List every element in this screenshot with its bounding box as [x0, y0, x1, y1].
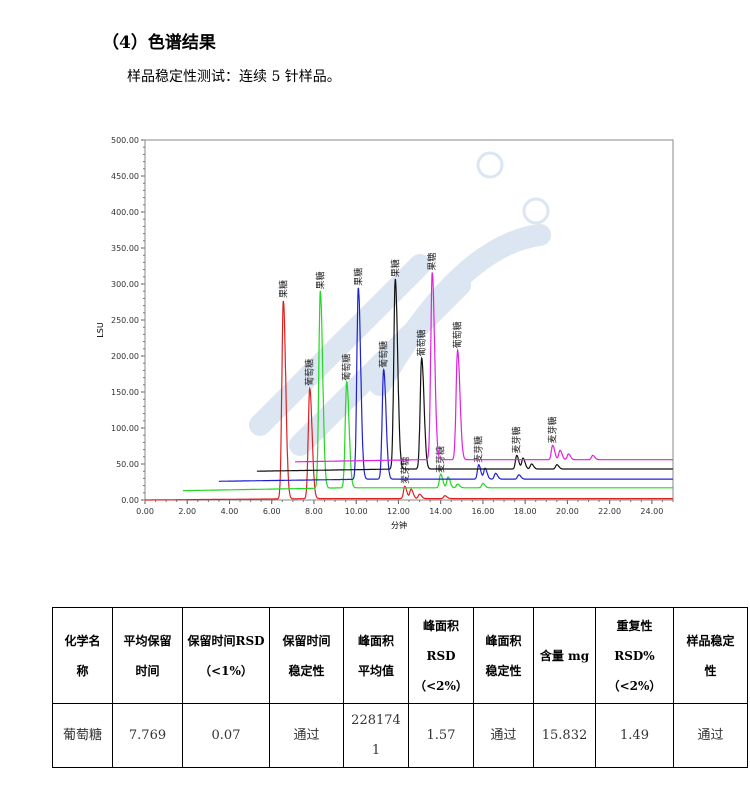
peak-label: 果糖 — [314, 271, 326, 289]
x-tick-label: 10.00 — [345, 507, 368, 516]
y-tick-label: 400.00 — [111, 208, 139, 217]
watermark-registered-mark — [522, 197, 550, 225]
table-cell: 7.769 — [112, 703, 183, 768]
x-tick-label: 24.00 — [640, 507, 663, 516]
column-header: 样品稳定性 — [673, 607, 748, 704]
column-header: 含量 mg — [533, 607, 596, 704]
table-cell: 葡萄糖 — [52, 703, 113, 768]
x-tick-label: 8.00 — [305, 507, 323, 516]
table-row: 葡萄糖 7.769 0.07 通过 228174 1 1.57 通过 15.832 1.49 通过 — [52, 703, 748, 768]
x-tick-label: 0.00 — [136, 507, 154, 516]
results-table: 化学名称平均保留 时间 保留时间RSD （<1%） 保留时间 稳定性 峰面积 平均值 峰面积 RS… — [52, 607, 748, 768]
x-tick-label: 6.00 — [263, 507, 281, 516]
x-axis-label: 分钟 — [391, 520, 407, 530]
chromatogram-chart: 0.00 50.00 100.00 150.00 200.00 250.00 300.00 3… — [96, 136, 674, 530]
table-cell: 通过 — [269, 703, 344, 768]
peak-label: 葡萄糖 — [304, 359, 316, 386]
trace-3 — [218, 287, 673, 482]
x-tick-label: 22.00 — [598, 507, 621, 516]
trace-2 — [183, 290, 673, 492]
table-header-row: 化学名称平均保留 时间 保留时间RSD （<1%） 保留时间 稳定性 峰面积 平均值 峰面积 RS… — [52, 607, 748, 704]
table-cell: 1.49 — [595, 703, 674, 768]
column-header: 重复性 RSD% （<2%） — [595, 607, 674, 704]
y-tick-label: 350.00 — [111, 244, 139, 253]
peak-label: 果糖 — [389, 259, 401, 277]
x-tick-label: 4.00 — [221, 507, 239, 516]
y-tick-label: 150.00 — [111, 388, 139, 397]
y-tick-label: 500.00 — [111, 136, 139, 145]
y-tick-label: 300.00 — [111, 280, 139, 289]
table-cell: 通过 — [673, 703, 748, 768]
x-tick-label: 18.00 — [514, 507, 537, 516]
peak-label: 麦芽糖 — [547, 416, 559, 443]
x-tick-label: 14.00 — [429, 507, 452, 516]
intro-text: 样品稳定性测试：连续 5 针样品。 — [127, 69, 341, 85]
y-tick-label: 0.00 — [121, 496, 139, 505]
section-heading: （4）色谱结果 — [102, 33, 216, 53]
table-cell: 0.07 — [182, 703, 270, 768]
y-axis-label: LSU — [96, 322, 105, 338]
peak-label: 果糖 — [426, 253, 438, 271]
peak-label: 葡萄糖 — [341, 354, 353, 381]
table-cell: 15.832 — [533, 703, 596, 768]
column-header: 保留时间RSD （<1%） — [182, 607, 270, 704]
x-tick-label: 12.00 — [387, 507, 410, 516]
table-cell: 通过 — [473, 703, 534, 768]
x-tick-label: 2.00 — [178, 507, 196, 516]
column-header: 平均保留 时间 — [112, 607, 183, 704]
peak-label: 麦芽糖 — [511, 427, 523, 454]
table-cell: 1.57 — [408, 703, 474, 768]
x-tick-label: 20.00 — [556, 507, 579, 516]
column-header: 化学名称 — [52, 607, 113, 704]
y-tick-label: 250.00 — [111, 316, 139, 325]
peak-label: 葡萄糖 — [452, 321, 464, 348]
column-header: 保留时间 稳定性 — [269, 607, 344, 704]
peak-label: 果糖 — [352, 268, 364, 286]
trace-1 — [145, 300, 673, 501]
peak-label: 麦芽糖 — [399, 457, 411, 484]
column-header: 峰面积 稳定性 — [473, 607, 534, 704]
y-tick-label: 50.00 — [116, 460, 139, 469]
x-tick-label: 16.00 — [471, 507, 494, 516]
table-cell: 228174 1 — [343, 703, 409, 768]
y-tick-label: 450.00 — [111, 172, 139, 181]
peak-label: 葡萄糖 — [378, 341, 390, 368]
column-header: 峰面积 RSD （<2%） — [408, 607, 474, 704]
trace-5 — [295, 272, 673, 463]
watermark-registered-mark — [476, 151, 504, 179]
column-header: 峰面积 平均值 — [343, 607, 409, 704]
trace-4 — [256, 278, 673, 472]
y-tick-label: 200.00 — [111, 352, 139, 361]
y-tick-label: 100.00 — [111, 424, 139, 433]
peak-label: 葡萄糖 — [416, 329, 428, 356]
peak-label: 麦芽糖 — [473, 436, 485, 463]
peak-label: 果糖 — [277, 280, 289, 298]
